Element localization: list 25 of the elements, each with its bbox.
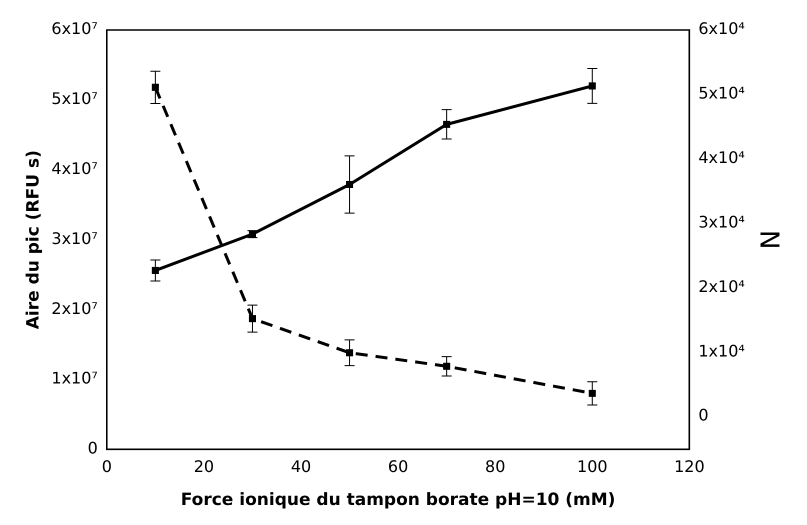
y-tick-label: 1x10⁷: [51, 368, 98, 388]
x-tick-label: 120: [674, 457, 705, 476]
x-tick-label: 80: [485, 457, 506, 476]
y2-tick-label: 3x10⁴: [698, 212, 745, 232]
x-tick-label: 0: [102, 457, 112, 476]
x-tick-label: 20: [194, 457, 214, 476]
x-axis-title: Force ionique du tampon borate pH=10 (mM): [180, 490, 616, 510]
y-tick-label: 6x10⁷: [51, 19, 98, 38]
x-tick-label: 100: [577, 457, 608, 476]
y2-tick-label: 0: [698, 406, 709, 425]
y-tick-label: 5x10⁷: [51, 89, 98, 108]
y2-tick-label: 1x10⁴: [698, 341, 745, 360]
y-tick-label: 2x10⁷: [51, 298, 98, 318]
point: [346, 349, 354, 356]
y-tick-label: 4x10⁷: [51, 158, 98, 178]
y2-axis-title: N: [754, 230, 784, 250]
y-tick-label: 0: [88, 438, 98, 458]
y-tick-label: 3x10⁷: [51, 228, 98, 248]
x-tick-label: 60: [388, 457, 408, 476]
y2-tick-label: 5x10⁴: [698, 84, 745, 103]
x-tick-label: 40: [290, 457, 312, 476]
y2-tick-label: 2x10⁴: [698, 276, 745, 296]
y2-tick-label: 6x10⁴: [698, 19, 745, 38]
y-axis-title: Aire du pic (RFU s): [24, 150, 44, 330]
y2-tick-label: 4x10⁴: [698, 148, 745, 168]
